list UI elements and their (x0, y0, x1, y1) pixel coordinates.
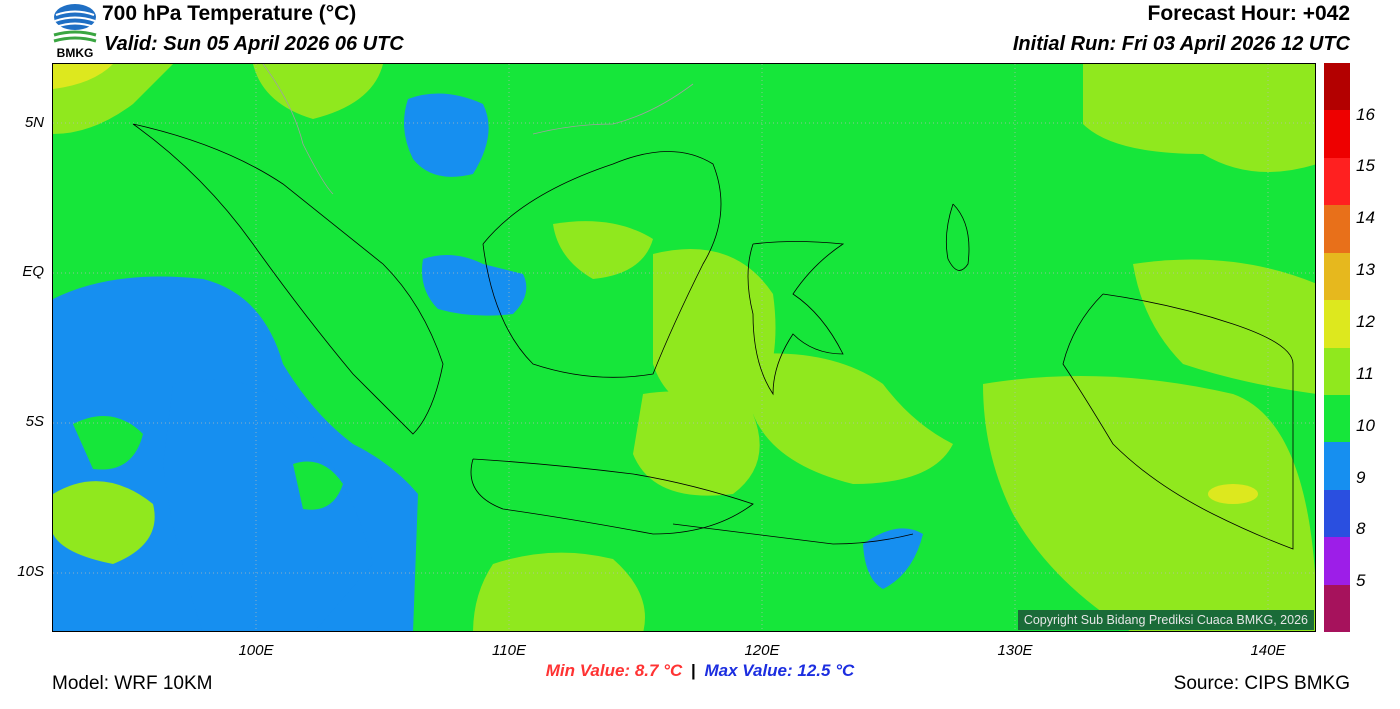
model-label: Model: WRF 10KM (52, 673, 213, 694)
colorbar-segment (1324, 252, 1350, 301)
colorbar-segment (1324, 205, 1350, 254)
lat-label-5s: 5S (25, 413, 44, 430)
colorbar-segment (1324, 157, 1350, 206)
colorbar-segment (1324, 110, 1350, 159)
colorbar-segment (1324, 489, 1350, 538)
lat-label-eq: EQ (22, 263, 44, 280)
bmkg-logo-icon: BMKG (52, 2, 98, 60)
initial-run: Initial Run: Fri 03 April 2026 12 UTC (1012, 33, 1350, 55)
valid-time: Valid: Sun 05 April 2026 06 UTC (104, 33, 404, 55)
colorbar-segment (1324, 537, 1350, 586)
min-value: Min Value: 8.7 °C (545, 661, 683, 680)
colorbar (1324, 63, 1350, 633)
colorbar-segment (1324, 63, 1350, 111)
colorbar-label: 12 (1356, 312, 1375, 331)
max-value: Max Value: 12.5 °C (704, 661, 855, 680)
colorbar-label: 11 (1356, 364, 1374, 383)
temperature-map: Copyright Sub Bidang Prediksi Cuaca BMKG… (52, 63, 1316, 632)
separator: | (690, 661, 696, 680)
colorbar-label: 16 (1356, 105, 1375, 124)
colorbar-label: 5 (1356, 571, 1366, 590)
colorbar-segment (1324, 394, 1350, 443)
colorbar-label: 10 (1356, 416, 1375, 435)
lat-label-5n: 5N (24, 114, 44, 131)
source-label: Source: CIPS BMKG (1173, 673, 1350, 694)
lat-label-10s: 10S (17, 563, 44, 580)
colorbar-segment (1324, 584, 1350, 633)
min-max-values: Min Value: 8.7 °C | Max Value: 12.5 °C (440, 661, 960, 681)
lon-label-130e: 130E (997, 642, 1033, 659)
forecast-hour: Forecast Hour: +042 (1147, 2, 1351, 25)
colorbar-segment (1324, 442, 1350, 491)
colorbar-label: 8 (1356, 519, 1366, 538)
colorbar-segment (1324, 300, 1350, 348)
copyright-box: Copyright Sub Bidang Prediksi Cuaca BMKG… (1017, 610, 1314, 630)
colorbar-segment (1324, 347, 1350, 396)
map-canvas (53, 64, 1315, 631)
lon-label-110e: 110E (492, 642, 526, 659)
colorbar-label: 15 (1356, 156, 1375, 175)
map-title: 700 hPa Temperature (°C) (102, 2, 357, 25)
colorbar-label: 9 (1356, 468, 1366, 487)
logo-text: BMKG (56, 46, 94, 60)
colorbar-label: 13 (1356, 260, 1375, 279)
lon-label-120e: 120E (744, 642, 780, 659)
colorbar-label: 14 (1356, 208, 1375, 227)
lon-label-100e: 100E (238, 642, 274, 659)
lon-label-140e: 140E (1250, 642, 1286, 659)
